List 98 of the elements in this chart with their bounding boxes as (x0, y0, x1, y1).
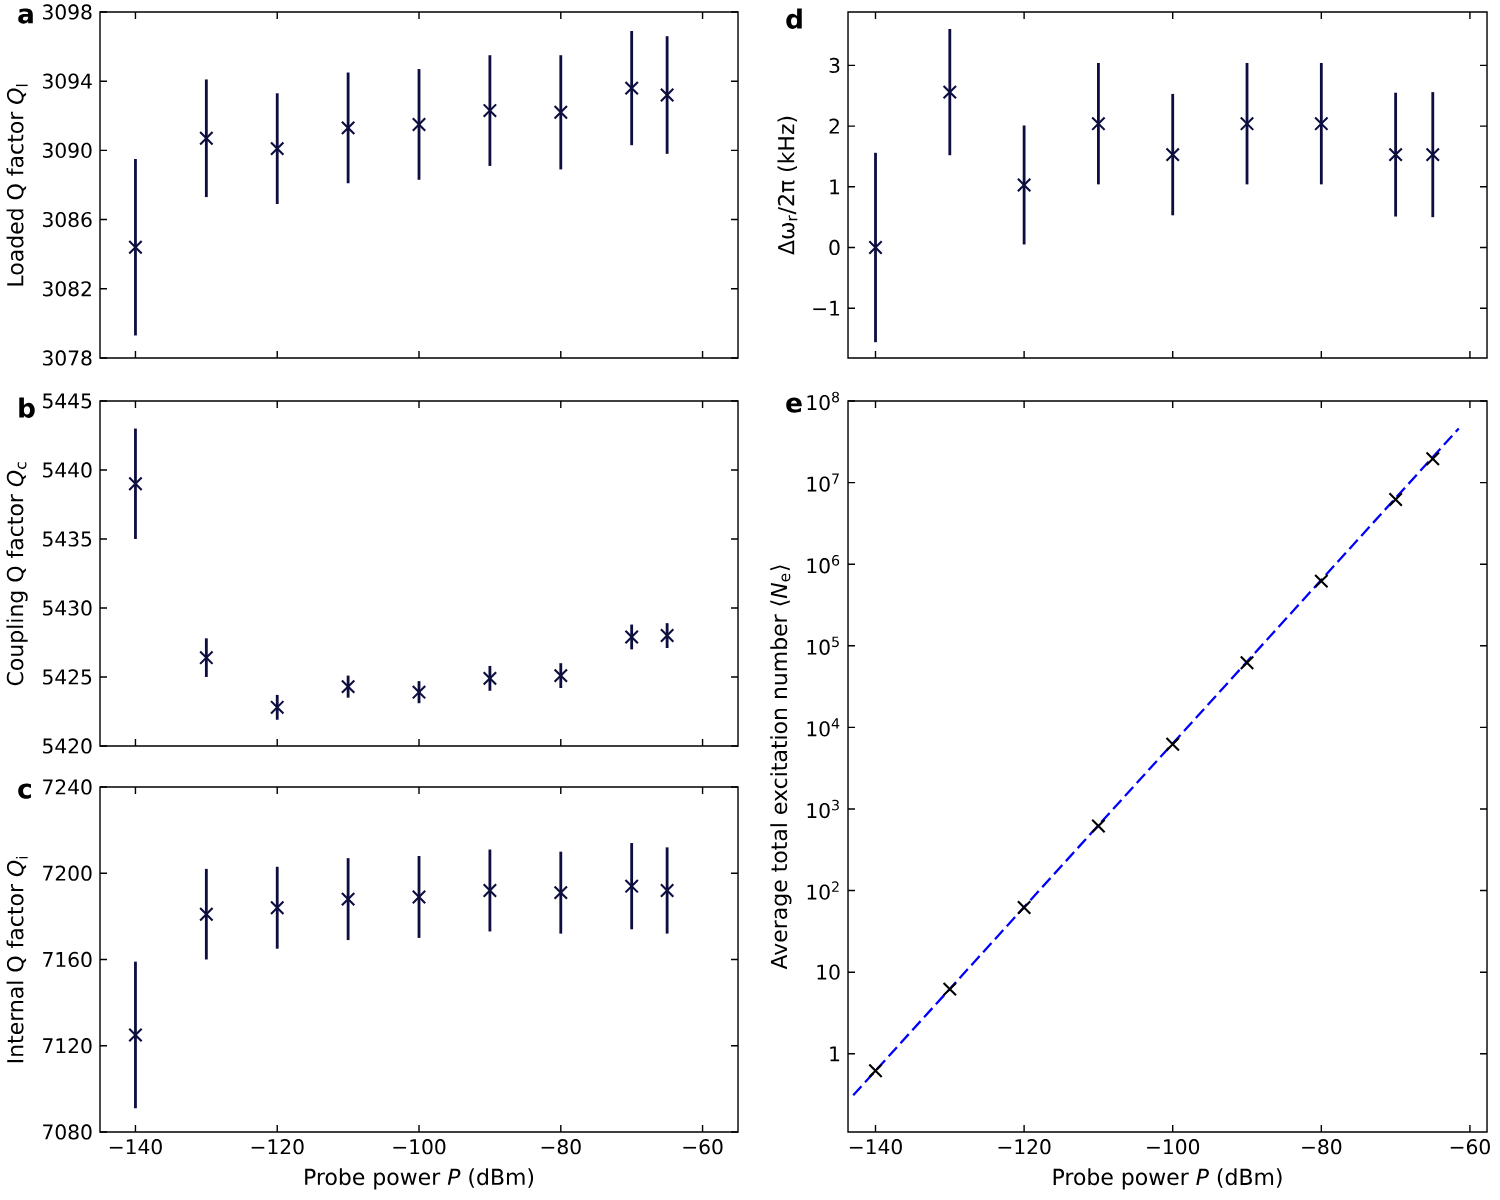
point (1091, 116, 1106, 131)
point (269, 141, 285, 156)
x-tick-label: −100 (1147, 1139, 1200, 1155)
x-tick-label: −140 (849, 1139, 902, 1155)
point (942, 84, 958, 100)
y-tick-label: 10$^{7}$ (807, 473, 839, 492)
point (1314, 116, 1329, 131)
y-tick-label: 3078 (43, 350, 92, 366)
y-tick-label: 10 (817, 964, 840, 980)
point (624, 80, 639, 96)
point (128, 1027, 143, 1043)
point (1165, 147, 1180, 162)
point (1388, 492, 1403, 507)
y-tick-label: 7080 (43, 1124, 92, 1140)
y-tick-label: 10$^{6}$ (807, 554, 840, 574)
y-tick-label: 3086 (43, 211, 92, 228)
point (340, 891, 356, 907)
y-tick-label: 3082 (43, 281, 91, 297)
chart-title: c (18, 783, 31, 799)
point (199, 650, 214, 665)
point (482, 671, 498, 686)
x-tick-label: −100 (393, 1139, 446, 1155)
point (199, 906, 214, 922)
point (482, 103, 498, 118)
x-tick-label: −120 (251, 1139, 304, 1155)
point (411, 117, 427, 132)
y-tick-label: 3094 (43, 73, 92, 89)
point (482, 883, 498, 898)
y-tick-label: 7160 (43, 951, 92, 968)
y-tick-label: 1 (830, 1046, 840, 1062)
point (340, 120, 356, 136)
x-axis-title: Probe power P (dBm) (1053, 1168, 1282, 1190)
chart-title: d (786, 8, 802, 29)
y-tick-label: 0 (829, 239, 840, 256)
point (128, 239, 143, 255)
y-tick-label: 5445 (43, 393, 92, 409)
point (340, 679, 356, 694)
y-tick-label: 5440 (43, 462, 92, 478)
point (1239, 655, 1255, 670)
point (868, 240, 883, 255)
point (553, 105, 569, 120)
y-tick-label: 2 (829, 118, 839, 134)
y-axis-title: Coupling Q factor Q$_{c}$ (6, 462, 28, 686)
point (1388, 147, 1403, 162)
y-tick-label: 10$^{4}$ (807, 718, 840, 737)
point (659, 87, 675, 103)
point (1425, 451, 1441, 467)
y-tick-label: 7240 (43, 779, 92, 795)
y-tick-label: 10$^{3}$ (807, 799, 839, 819)
y-tick-label: 10$^{8}$ (807, 391, 840, 411)
y-tick-label: 3090 (43, 142, 92, 159)
point (1314, 573, 1329, 589)
y-tick-label: 3 (829, 57, 840, 74)
y-axis-title: Internal Q factor Q$_{i}$ (6, 856, 28, 1063)
point (942, 981, 958, 997)
y-axis-title: Δω$_{r}$/2π (kHz) (777, 116, 798, 255)
y-tick-label: 5425 (43, 669, 92, 685)
point (269, 900, 285, 915)
y-axis-title: Average total excitation number ⟨N$_{e}$⟩ (770, 565, 792, 970)
y-tick-label: 5430 (43, 600, 92, 616)
y-tick-label: 3098 (43, 4, 92, 20)
point (553, 668, 569, 683)
point (1016, 177, 1032, 193)
x-tick-label: −80 (1302, 1139, 1342, 1155)
y-tick-label: −1 (813, 300, 840, 316)
y-tick-label: 1 (830, 179, 840, 195)
y-tick-label: 10$^{2}$ (807, 881, 839, 900)
y-tick-label: 5420 (43, 738, 92, 754)
y-tick-label: 10$^{5}$ (807, 636, 839, 655)
point (1165, 737, 1180, 752)
point (1016, 900, 1032, 915)
x-axis-title: Probe power P (dBm) (305, 1168, 534, 1190)
x-tick-label: −140 (109, 1139, 162, 1155)
x-tick-label: −60 (1450, 1139, 1490, 1155)
point (868, 1063, 883, 1078)
point (199, 130, 214, 146)
point (624, 629, 639, 645)
point (659, 628, 675, 643)
y-tick-label: 5435 (43, 531, 92, 547)
point (411, 889, 427, 905)
point (553, 885, 569, 900)
point (1425, 147, 1441, 162)
point (128, 476, 143, 492)
chart-title: e (786, 397, 802, 413)
point (411, 684, 427, 700)
x-tick-label: −120 (998, 1139, 1051, 1155)
point (659, 883, 675, 898)
point (1239, 116, 1255, 131)
chart-title: b (19, 397, 35, 418)
y-tick-label: 7200 (43, 865, 92, 881)
y-axis-title: Loaded Q factor Q$_{l}$ (6, 84, 28, 286)
y-tick-label: 7120 (43, 1038, 92, 1054)
point (624, 878, 639, 894)
x-tick-label: −60 (683, 1139, 723, 1155)
point (1091, 818, 1106, 834)
x-tick-label: −80 (541, 1139, 581, 1155)
chart-title: a (18, 8, 33, 24)
point (269, 700, 285, 715)
